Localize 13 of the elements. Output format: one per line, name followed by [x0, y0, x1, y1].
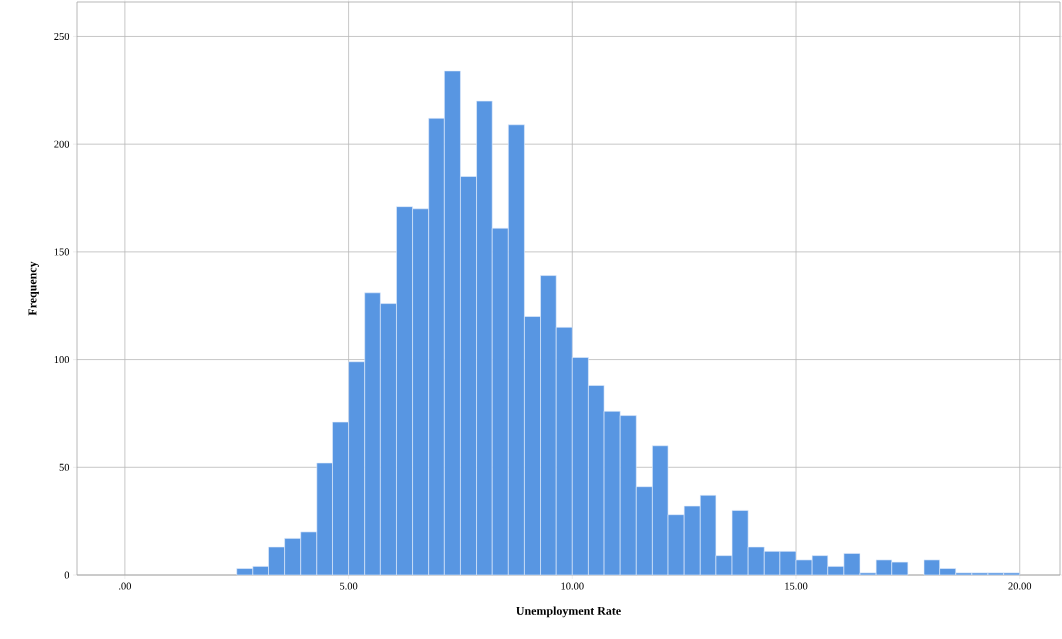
- y-tick-label: 250: [54, 32, 70, 40]
- y-tick-label: 100: [54, 356, 70, 364]
- y-tick-label: 50: [59, 463, 70, 471]
- x-tick-label: 5.00: [340, 582, 358, 590]
- x-tick-label: 15.00: [785, 582, 808, 590]
- x-axis-title: Unemployment Rate: [516, 606, 621, 618]
- y-tick-label: 0: [64, 571, 70, 579]
- x-tick-label: 10.00: [561, 582, 584, 590]
- x-tick-label: .00: [119, 582, 132, 590]
- y-tick-label: 150: [54, 248, 70, 256]
- y-axis-title: Frequency: [28, 261, 39, 316]
- y-tick-label: 200: [54, 140, 70, 148]
- x-tick-label: 20.00: [1008, 582, 1032, 590]
